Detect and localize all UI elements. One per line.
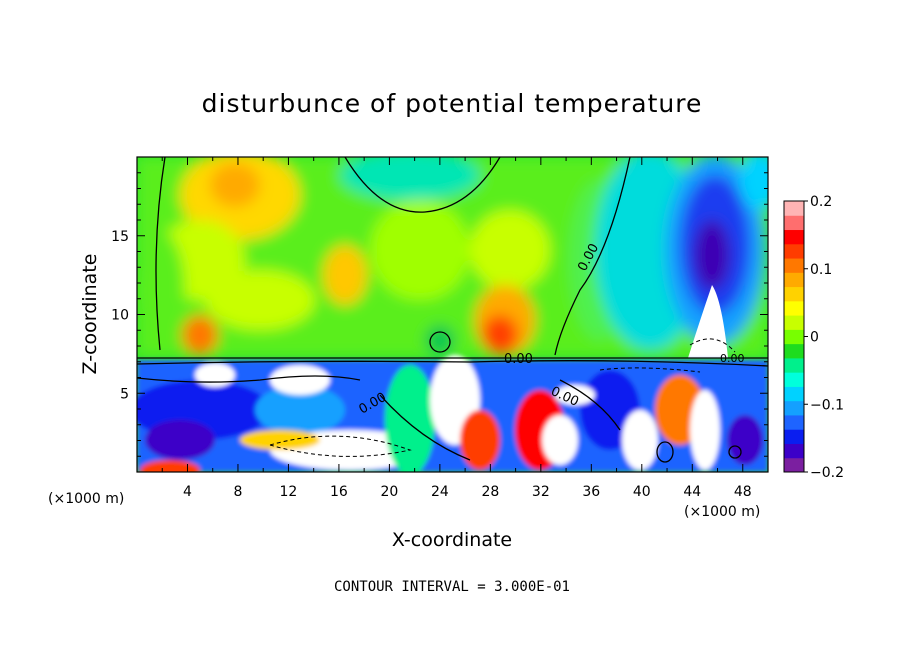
colorbar-swatch — [784, 457, 804, 473]
x-tick-label: 8 — [233, 484, 242, 500]
colorbar-swatch — [784, 286, 804, 302]
x-tick-label: 24 — [431, 484, 449, 500]
colorbar-swatch — [784, 372, 804, 387]
x-tick-label: 40 — [633, 484, 651, 500]
x-unit-label-left: (×1000 m) — [48, 491, 124, 507]
colorbar-swatch — [784, 343, 804, 359]
y-tick-label: 15 — [111, 229, 129, 245]
x-axis: 4 8 12 16 20 24 28 32 36 40 44 48 — [161, 157, 752, 500]
colorbar-tick-label: 0.2 — [810, 194, 832, 210]
x-axis-label: X-coordinate — [392, 529, 512, 551]
colorbar-swatch — [784, 229, 804, 245]
x-tick-label: 44 — [683, 484, 701, 500]
colorbar-swatch — [784, 243, 804, 259]
colorbar-swatch — [784, 300, 804, 316]
chart-title: disturbunce of potential temperature — [202, 89, 703, 118]
colorbar-labels: 0.2 0.1 0 −0.1 −0.2 — [804, 194, 844, 481]
colorbar-swatch — [784, 272, 804, 288]
contour-labels: 0.00 0.00 0.00 0.00 0.00 — [357, 241, 745, 417]
x-tick-label: 20 — [380, 484, 398, 500]
colorbar-swatch — [784, 414, 804, 430]
colorbar-swatch — [784, 329, 804, 345]
contour-label: 0.00 — [720, 352, 745, 365]
colorbar-swatch — [784, 258, 804, 273]
colorbar-swatch — [784, 315, 804, 330]
colorbar-tick-label: 0.1 — [810, 262, 832, 278]
colorbar-swatch — [784, 386, 804, 402]
x-tick-label: 32 — [532, 484, 550, 500]
x-tick-label: 12 — [280, 484, 298, 500]
colorbar-tick-label: −0.1 — [810, 397, 844, 413]
colorbar — [783, 200, 805, 473]
x-tick-label: 16 — [330, 484, 348, 500]
y-tick-label: 5 — [120, 386, 129, 402]
colorbar-tick-label: −0.2 — [810, 465, 844, 481]
colorbar-swatch — [784, 357, 804, 373]
colorbar-swatch — [784, 429, 804, 444]
x-tick-label: 28 — [481, 484, 499, 500]
y-tick-label: 10 — [111, 308, 129, 324]
contour-interval-note: CONTOUR INTERVAL = 3.000E-01 — [334, 579, 570, 595]
heatmap-field — [137, 157, 768, 472]
y-axis: 5 10 15 — [111, 172, 768, 457]
contour-label: 0.00 — [504, 352, 533, 367]
x-tick-label: 48 — [734, 484, 752, 500]
x-unit-label-right: (×1000 m) — [684, 504, 760, 520]
x-tick-label: 4 — [183, 484, 192, 500]
colorbar-swatch — [784, 215, 804, 231]
y-axis-label: Z-coordinate — [79, 254, 101, 375]
x-tick-label: 36 — [582, 484, 600, 500]
colorbar-swatch — [784, 443, 804, 459]
colorbar-tick-label: 0 — [810, 330, 819, 346]
colorbar-swatch — [784, 201, 804, 216]
colorbar-swatch — [784, 400, 804, 416]
